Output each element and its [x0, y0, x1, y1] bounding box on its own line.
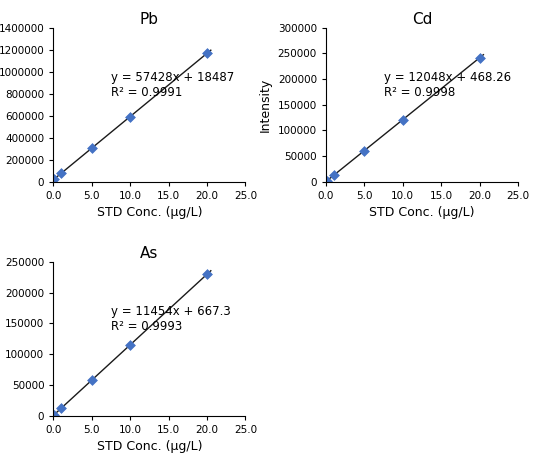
X-axis label: STD Conc. (μg/L): STD Conc. (μg/L) — [97, 440, 202, 453]
Text: y = 57428x + 18487
R² = 0.9991: y = 57428x + 18487 R² = 0.9991 — [111, 71, 234, 99]
Point — [203, 49, 211, 57]
Point — [323, 177, 331, 184]
Title: Pb: Pb — [140, 12, 159, 26]
Title: Cd: Cd — [412, 12, 432, 26]
Point — [126, 341, 135, 348]
Point — [360, 147, 368, 154]
Point — [329, 171, 338, 179]
Point — [203, 271, 211, 278]
Point — [88, 145, 96, 152]
Point — [398, 116, 407, 123]
Point — [126, 113, 135, 120]
Point — [50, 176, 58, 183]
Title: As: As — [140, 246, 159, 261]
Point — [50, 411, 58, 419]
X-axis label: STD Conc. (μg/L): STD Conc. (μg/L) — [369, 207, 475, 219]
Point — [57, 170, 65, 177]
Y-axis label: Intensity: Intensity — [259, 78, 272, 132]
X-axis label: STD Conc. (μg/L): STD Conc. (μg/L) — [97, 207, 202, 219]
Point — [57, 405, 65, 412]
Text: y = 12048x + 468.26
R² = 0.9998: y = 12048x + 468.26 R² = 0.9998 — [383, 71, 511, 99]
Point — [475, 54, 484, 61]
Text: y = 11454x + 667.3
R² = 0.9993: y = 11454x + 667.3 R² = 0.9993 — [111, 305, 231, 333]
Point — [88, 377, 96, 384]
